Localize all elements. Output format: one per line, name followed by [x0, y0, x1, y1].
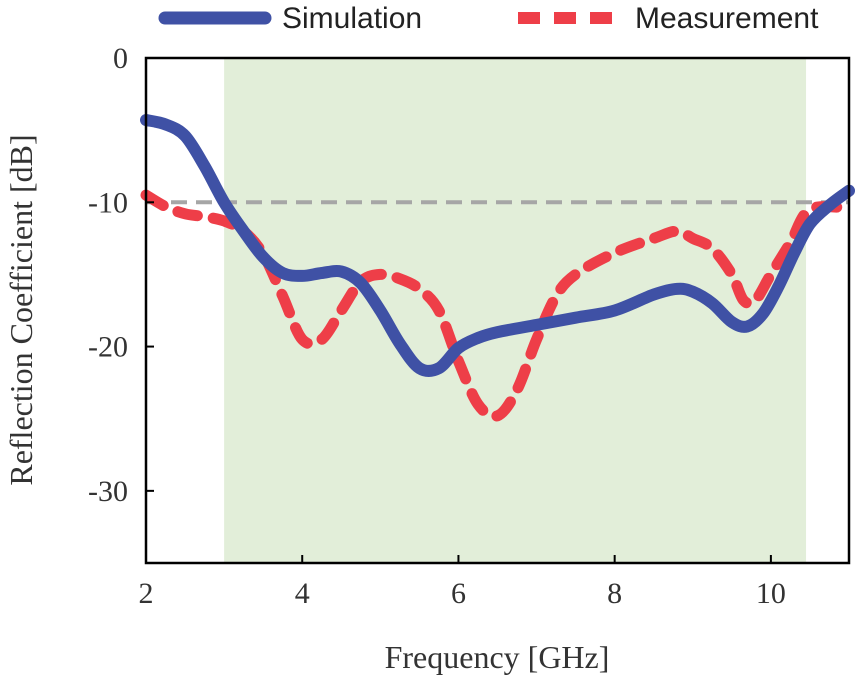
x-tick-label: 10 — [756, 577, 786, 610]
y-tick-label: -30 — [88, 475, 128, 508]
x-tick-label: 4 — [295, 577, 310, 610]
plot-frame — [144, 56, 851, 565]
legend-label-simulation: Simulation — [282, 2, 422, 35]
legend: Simulation Measurement — [158, 2, 819, 35]
y-axis-title: Reflection Coefficient [dB] — [3, 134, 39, 485]
passband-region — [224, 58, 807, 563]
x-axis-title: Frequency [GHz] — [385, 639, 610, 675]
legend-label-measurement: Measurement — [635, 2, 819, 35]
ticks-layer: 2 4 6 8 10 0 -10 -20 -30 — [88, 42, 786, 610]
x-tick-label: 8 — [607, 577, 622, 610]
plot-layer — [140, 58, 855, 563]
x-tick-label: 6 — [451, 577, 466, 610]
series-line-simulation — [140, 114, 855, 378]
y-tick-label: -20 — [88, 331, 128, 364]
y-tick-label: 0 — [113, 42, 128, 75]
y-tick-label: -10 — [88, 186, 128, 219]
x-tick-label: 2 — [139, 577, 154, 610]
